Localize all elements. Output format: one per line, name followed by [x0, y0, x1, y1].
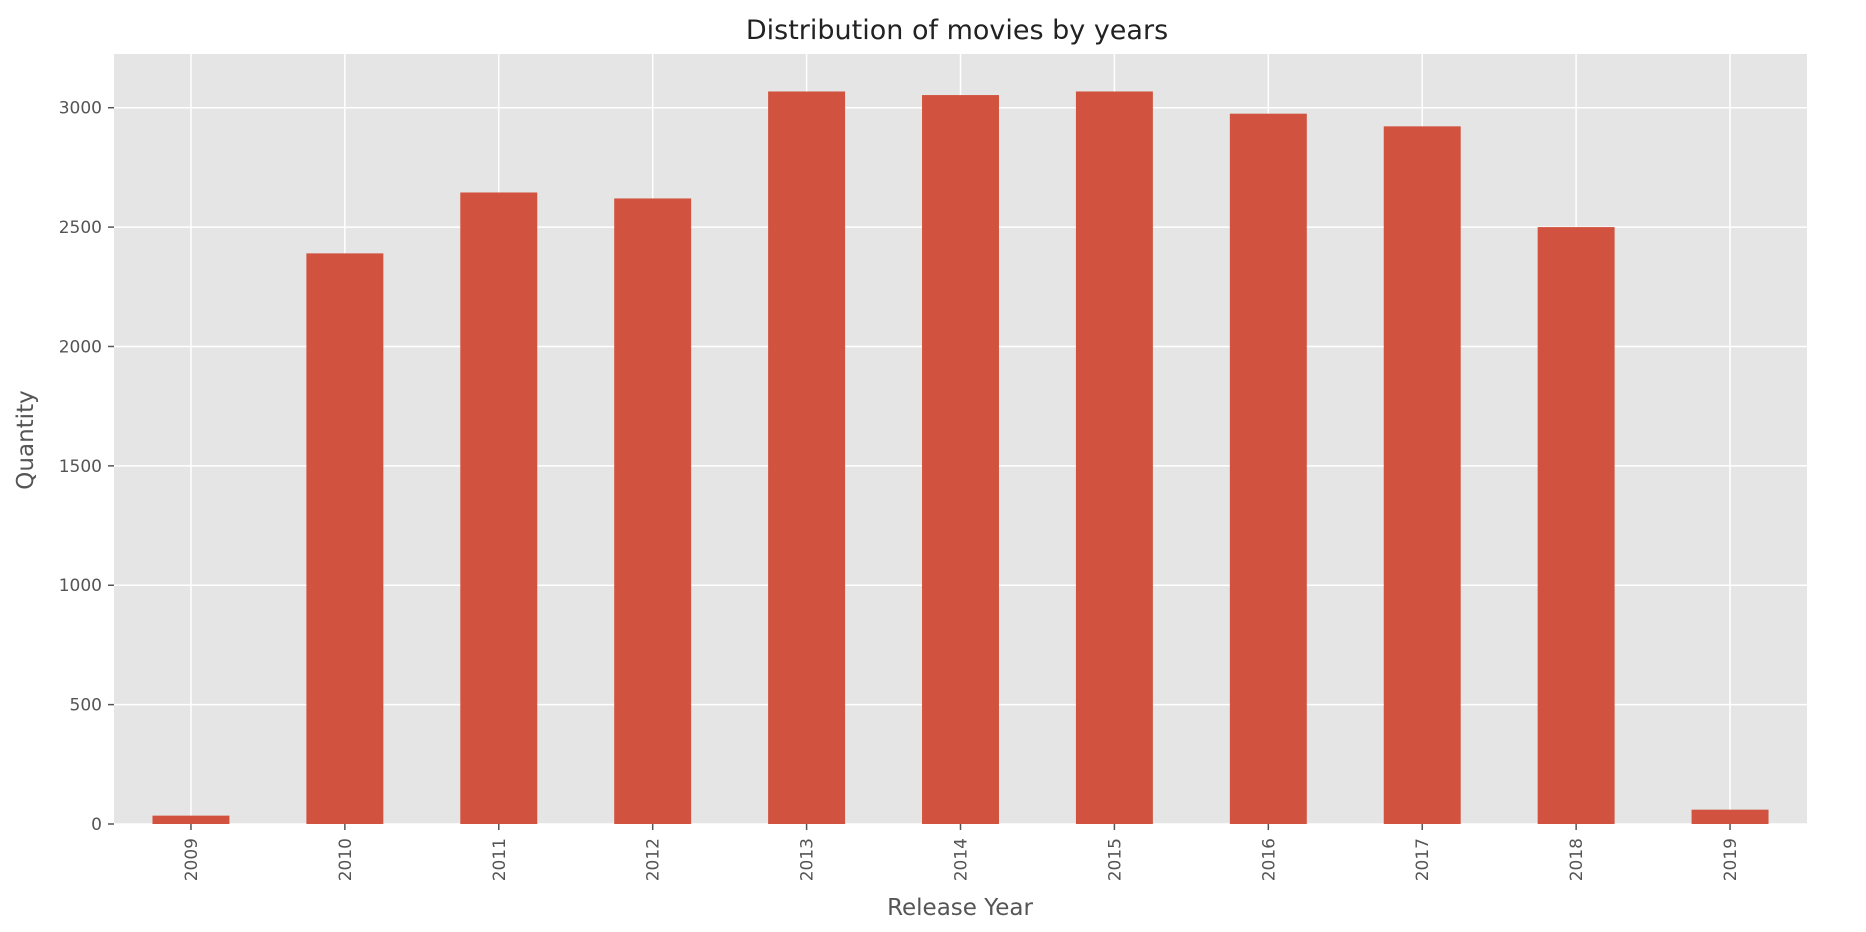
x-tick-label: 2018 — [1567, 838, 1587, 881]
x-tick-label: 2013 — [798, 838, 818, 881]
x-tick-label: 2009 — [182, 838, 202, 881]
y-tick-label: 2500 — [59, 218, 102, 238]
x-tick-label: 2014 — [952, 838, 972, 881]
x-tick-label: 2015 — [1105, 838, 1125, 881]
bar-2010 — [306, 253, 384, 825]
bars — [152, 91, 1769, 825]
x-tick-label: 2019 — [1721, 838, 1741, 881]
y-tick-label: 1000 — [59, 576, 102, 596]
bar-2014 — [922, 95, 999, 825]
y-tick-label: 2000 — [59, 337, 102, 357]
bar-2009 — [152, 815, 230, 824]
y-axis-ticks: 0 500 1000 1500 2000 2500 3000 — [59, 99, 114, 835]
x-tick-label: 2016 — [1259, 838, 1279, 881]
bar-2019 — [1691, 809, 1769, 824]
x-tick-label: 2010 — [336, 838, 356, 881]
bar-2015 — [1075, 91, 1153, 824]
x-tick-label: 2012 — [644, 838, 664, 881]
bar-2016 — [1229, 113, 1307, 824]
y-tick-label: 3000 — [59, 99, 102, 119]
x-tick-label: 2011 — [490, 838, 510, 881]
y-axis-label: Quantity — [13, 390, 39, 489]
bar-2017 — [1383, 126, 1461, 825]
x-axis-label: Release Year — [887, 895, 1033, 921]
bar-2018 — [1537, 227, 1615, 824]
x-axis-ticks: 2009 2010 2011 2012 2013 2014 2015 2016 2017 2018… — [182, 824, 1741, 881]
bar-2011 — [460, 192, 538, 825]
y-tick-label: 1500 — [59, 457, 102, 477]
chart-title: Distribution of movies by years — [746, 15, 1168, 46]
y-tick-label: 500 — [70, 696, 102, 716]
x-tick-label: 2017 — [1413, 838, 1433, 881]
bar-2013 — [768, 91, 846, 824]
bar-2012 — [614, 198, 692, 825]
y-tick-label: 0 — [91, 815, 102, 835]
